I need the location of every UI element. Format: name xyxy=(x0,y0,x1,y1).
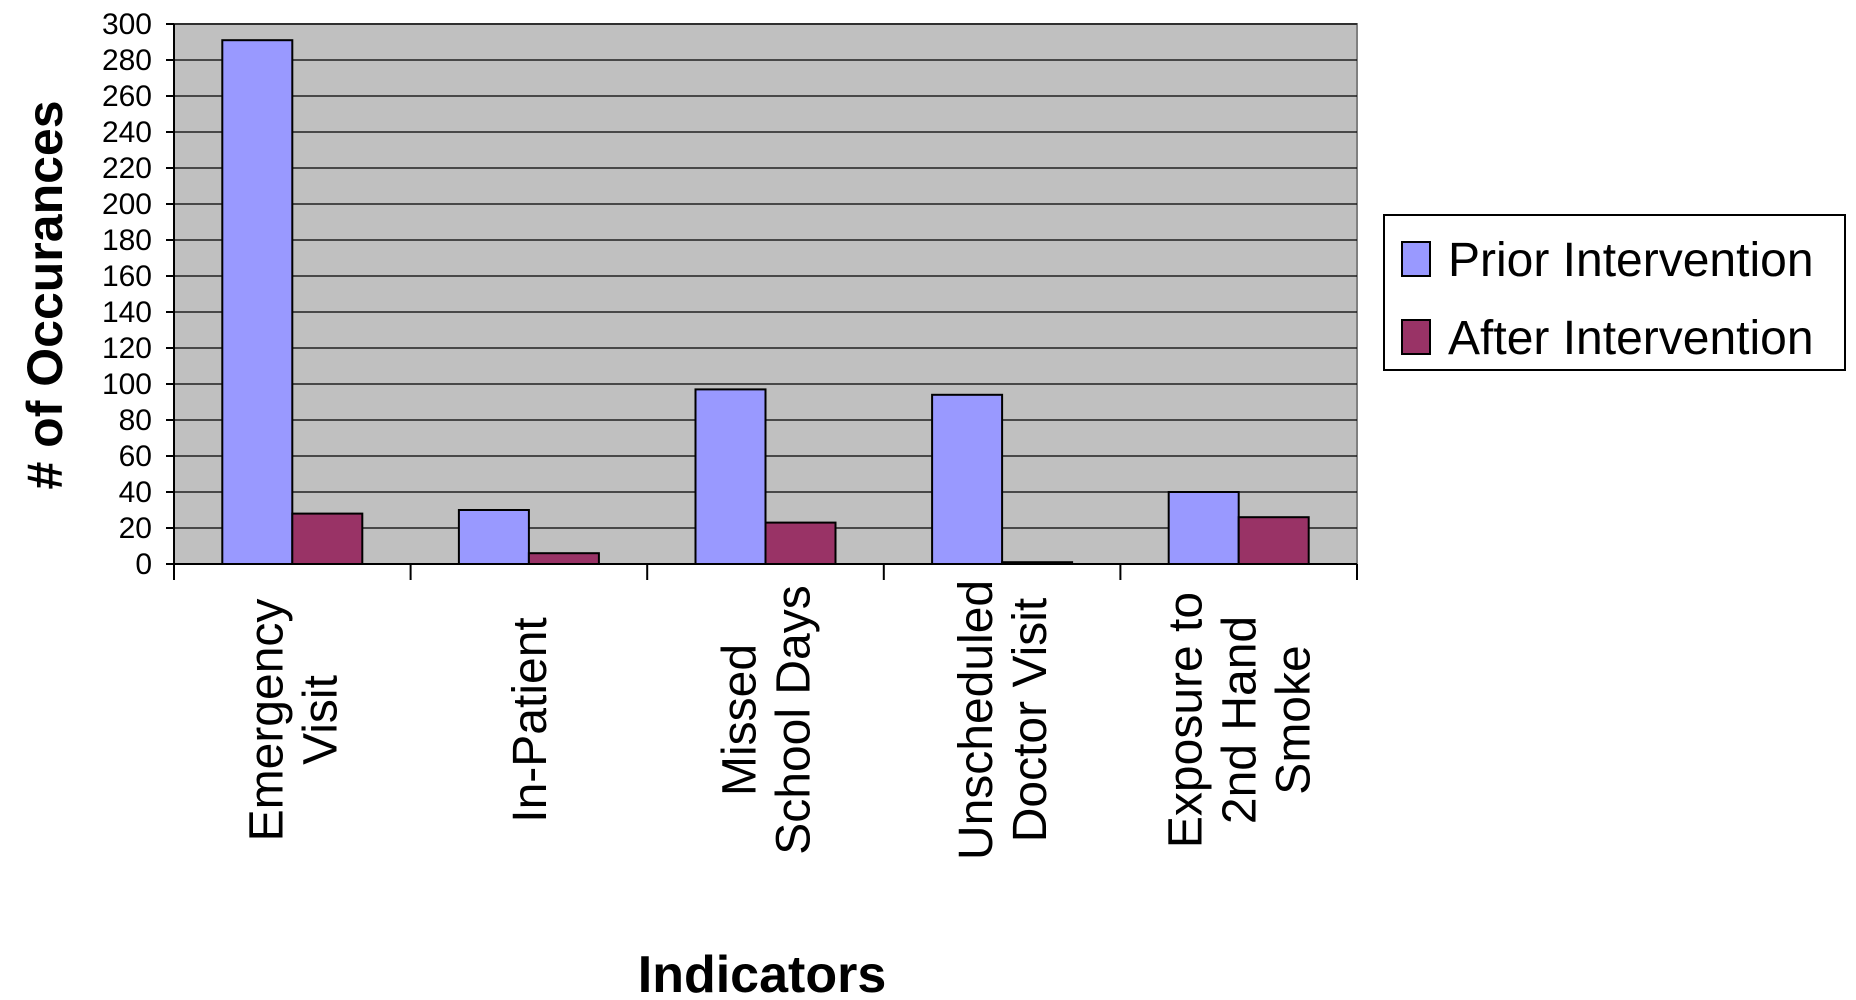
x-tick-label-line: In-Patient xyxy=(504,617,557,822)
x-tick-label: MissedSchool Days xyxy=(714,585,821,854)
x-tick-label-line: Exposure to xyxy=(1160,592,1213,848)
legend-swatch-after-intervention xyxy=(1401,319,1431,355)
y-axis-title: # of Occurances xyxy=(17,100,73,489)
y-tick-label: 260 xyxy=(102,80,152,113)
x-axis-title: Indicators xyxy=(638,946,887,1000)
x-tick-label-line: Missed xyxy=(714,644,767,796)
y-tick-label: 20 xyxy=(119,512,152,545)
y-tick-label: 100 xyxy=(102,368,152,401)
y-tick-label: 140 xyxy=(102,296,152,329)
bars xyxy=(221,39,1310,566)
y-tick-label: 60 xyxy=(119,440,152,473)
x-tick-label: In-Patient xyxy=(504,617,557,822)
y-tick-label: 300 xyxy=(102,8,152,41)
bar-prior-intervention xyxy=(221,39,294,565)
bar-prior-intervention xyxy=(1167,491,1240,565)
y-tick-label: 200 xyxy=(102,188,152,221)
x-tick-label-line: Visit xyxy=(294,675,347,765)
x-tick-label-line: Doctor Visit xyxy=(1004,598,1057,843)
x-tick-label: UnscheduledDoctor Visit xyxy=(950,580,1057,860)
legend-swatch-prior-intervention xyxy=(1401,241,1431,277)
y-tick-label: 160 xyxy=(102,260,152,293)
x-tick-label-line: Smoke xyxy=(1268,645,1321,794)
legend-label-after-intervention: After Intervention xyxy=(1448,312,1814,365)
legend-box xyxy=(1383,214,1846,371)
legend: Prior Intervention After Intervention xyxy=(1383,214,1846,371)
bar-after-intervention xyxy=(1237,516,1310,566)
bar-after-intervention xyxy=(291,512,364,565)
y-tick-label: 280 xyxy=(102,44,152,77)
y-tick-label: 0 xyxy=(135,548,152,581)
legend-label-prior-intervention: Prior Intervention xyxy=(1448,234,1814,287)
y-tick-label: 180 xyxy=(102,224,152,257)
x-tick-labels: EmergencyVisit In-Patient MissedSchool Day… xyxy=(240,580,1320,860)
y-tick-label: 80 xyxy=(119,404,152,437)
y-tick-label: 40 xyxy=(119,476,152,509)
x-tick-label: EmergencyVisit xyxy=(240,599,347,842)
x-tick-label-line: 2nd Hand xyxy=(1214,616,1267,824)
y-tick-label: 220 xyxy=(102,152,152,185)
x-tick-label: Exposure to2nd HandSmoke xyxy=(1160,592,1321,848)
bar-after-intervention xyxy=(527,552,600,566)
bar-prior-intervention xyxy=(457,509,530,565)
bar-prior-intervention xyxy=(931,393,1004,565)
y-tick-labels: 0204060801001201401601802002202402602803… xyxy=(102,8,174,581)
x-tick-label-line: Emergency xyxy=(240,599,293,842)
bar-after-intervention xyxy=(764,521,837,565)
bar-prior-intervention xyxy=(694,388,767,565)
axes xyxy=(173,24,1358,580)
y-tick-label: 120 xyxy=(102,332,152,365)
y-tick-label: 240 xyxy=(102,116,152,149)
x-tick-label-line: School Days xyxy=(768,585,821,854)
gridlines xyxy=(174,23,1357,529)
x-tick-label-line: Unscheduled xyxy=(950,580,1003,860)
